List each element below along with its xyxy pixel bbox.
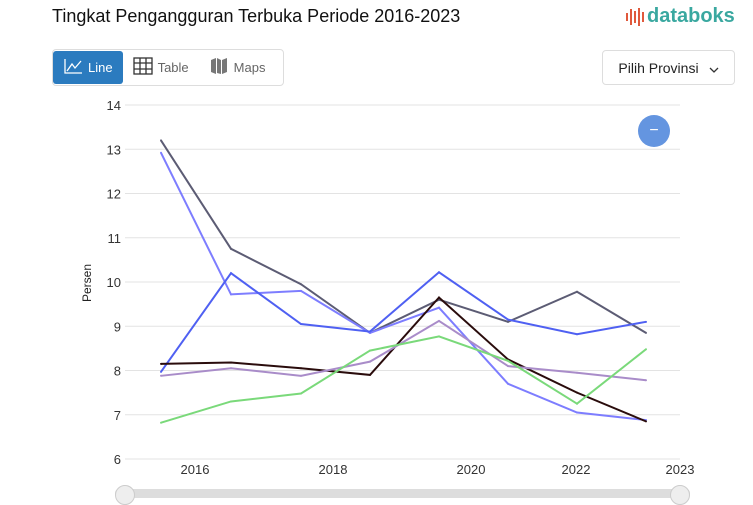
data-point[interactable] xyxy=(160,362,162,365)
data-point[interactable] xyxy=(369,373,371,376)
data-point[interactable] xyxy=(300,283,302,286)
data-point[interactable] xyxy=(230,367,232,370)
data-point[interactable] xyxy=(300,392,302,395)
data-point[interactable] xyxy=(645,331,647,334)
y-tick-label: 10 xyxy=(107,275,121,290)
province-select[interactable]: Pilih Provinsi xyxy=(602,50,735,85)
y-tick-label: 6 xyxy=(114,452,121,467)
line-chart: 6 7 8 9 10 11 12 13 14 2016 2018 2020 2022 2023 Perse… xyxy=(80,98,695,477)
chart-title: Tingkat Pengangguran Terbuka Periode 201… xyxy=(52,6,461,26)
data-point[interactable] xyxy=(300,289,302,292)
data-point[interactable] xyxy=(645,379,647,382)
view-tabs: Line Table Maps xyxy=(52,49,284,86)
zoom-out-button[interactable]: − xyxy=(638,115,670,147)
x-tick-label: 2020 xyxy=(457,462,486,477)
data-point[interactable] xyxy=(230,361,232,364)
logo-text: databoks xyxy=(647,5,735,27)
x-tick-label: 2018 xyxy=(319,462,348,477)
data-point[interactable] xyxy=(576,290,578,293)
data-point[interactable] xyxy=(160,374,162,377)
line-chart-icon xyxy=(63,57,83,78)
data-point[interactable] xyxy=(438,319,440,322)
data-point[interactable] xyxy=(576,333,578,336)
data-point[interactable] xyxy=(645,420,647,423)
y-tick-label: 14 xyxy=(107,98,121,113)
y-tick-label: 13 xyxy=(107,142,121,157)
data-point[interactable] xyxy=(507,318,509,321)
y-tick-label: 9 xyxy=(114,319,121,334)
data-point[interactable] xyxy=(645,348,647,351)
series-line-5[interactable] xyxy=(160,319,647,382)
data-point[interactable] xyxy=(507,382,509,385)
data-point[interactable] xyxy=(576,391,578,394)
chevron-down-icon xyxy=(709,60,719,76)
data-point[interactable] xyxy=(507,359,509,362)
tab-maps[interactable]: Maps xyxy=(199,51,276,84)
tab-line-label: Line xyxy=(88,60,113,75)
logo-bars-icon xyxy=(626,7,644,26)
series-line-6[interactable] xyxy=(160,335,647,424)
y-tick-label: 11 xyxy=(108,231,122,246)
tab-table-label: Table xyxy=(157,60,189,75)
y-tick-label: 12 xyxy=(107,187,121,202)
tab-maps-label: Maps xyxy=(233,60,266,75)
tab-table[interactable]: Table xyxy=(123,51,199,84)
table-icon xyxy=(132,57,153,78)
data-point[interactable] xyxy=(230,293,232,296)
data-point[interactable] xyxy=(300,367,302,370)
data-point[interactable] xyxy=(576,411,578,414)
data-point[interactable] xyxy=(438,335,440,338)
tab-line[interactable]: Line xyxy=(53,51,123,84)
data-point[interactable] xyxy=(369,349,371,352)
data-point[interactable] xyxy=(576,402,578,405)
province-select-label: Pilih Provinsi xyxy=(618,59,699,76)
data-point[interactable] xyxy=(160,421,162,424)
databoks-logo[interactable]: databoks xyxy=(626,5,735,28)
data-point[interactable] xyxy=(438,306,440,309)
data-point[interactable] xyxy=(230,272,232,275)
map-icon xyxy=(209,57,229,78)
data-point[interactable] xyxy=(230,400,232,403)
y-tick-label: 8 xyxy=(114,364,121,379)
x-tick-label: 2022 xyxy=(562,462,591,477)
data-point[interactable] xyxy=(507,320,509,323)
x-tick-label: 2016 xyxy=(181,462,210,477)
data-point[interactable] xyxy=(160,370,162,373)
y-axis-title: Persen xyxy=(80,264,94,302)
data-point[interactable] xyxy=(438,296,440,299)
data-point[interactable] xyxy=(300,323,302,326)
series-line-1[interactable] xyxy=(160,139,647,335)
data-point[interactable] xyxy=(160,139,162,142)
data-point[interactable] xyxy=(576,371,578,374)
series-line-2[interactable] xyxy=(160,152,647,422)
data-point[interactable] xyxy=(160,151,162,154)
data-point[interactable] xyxy=(230,247,232,250)
x-tick-label: 2023 xyxy=(666,462,695,477)
data-point[interactable] xyxy=(645,320,647,323)
series-line-4[interactable] xyxy=(160,296,647,423)
range-handle-right[interactable] xyxy=(670,485,690,505)
range-slider[interactable] xyxy=(115,485,690,505)
data-point[interactable] xyxy=(369,330,371,333)
series-line-3[interactable] xyxy=(160,271,647,373)
data-point[interactable] xyxy=(507,365,509,368)
y-tick-label: 7 xyxy=(114,408,121,423)
data-point[interactable] xyxy=(369,360,371,363)
data-point[interactable] xyxy=(438,271,440,274)
range-handle-left[interactable] xyxy=(115,485,135,505)
data-point[interactable] xyxy=(300,374,302,377)
